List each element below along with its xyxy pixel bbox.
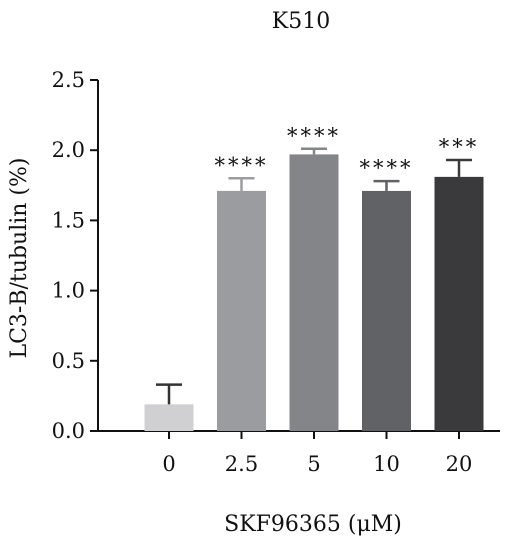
y-tick-label: 1.5: [52, 208, 85, 232]
bar: [289, 154, 339, 432]
chart-title: K510: [272, 9, 330, 34]
y-tick-label: 0.5: [52, 349, 85, 373]
bar: [434, 176, 484, 431]
x-tick-label: 10: [373, 452, 400, 476]
x-tick-label: 2.5: [225, 452, 258, 476]
y-tick-label: 0.0: [52, 419, 85, 443]
significance-label: ****: [215, 153, 269, 177]
y-tick-label: 2.0: [52, 138, 85, 162]
plot-area: 0.0 0.5 1.0 1.5 2.0 2.5 0 2.5 **** 5 **** 10 **** 20 *…: [52, 68, 500, 476]
y-tick-label: 2.5: [52, 68, 85, 92]
bar: [362, 190, 411, 431]
x-axis-label: SKF96365 (μM): [224, 512, 402, 537]
bar: [144, 404, 194, 431]
significance-label: ***: [439, 135, 480, 159]
y-tick-label: 1.0: [52, 279, 85, 303]
bar: [217, 190, 266, 431]
significance-label: ****: [287, 124, 341, 148]
x-tick-label: 5: [307, 452, 320, 476]
x-tick-label: 0: [162, 452, 175, 476]
x-tick-label: 20: [446, 452, 473, 476]
y-axis-label: LC3-B/tubulin (%): [7, 157, 32, 358]
significance-label: ****: [360, 156, 414, 180]
